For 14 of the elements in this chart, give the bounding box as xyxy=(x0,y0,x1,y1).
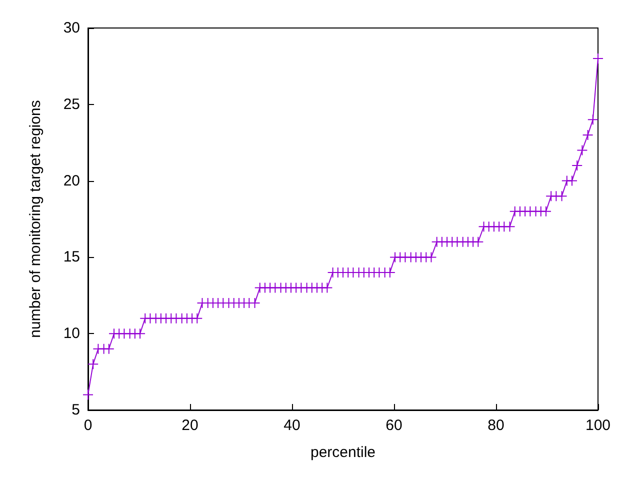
y-tick-label: 25 xyxy=(63,96,80,113)
y-tick-label: 10 xyxy=(63,325,80,342)
y-tick-label: 30 xyxy=(63,20,80,36)
x-tick-label: 20 xyxy=(182,417,198,434)
x-tick-label: 60 xyxy=(386,417,402,434)
y-axis-title: number of monitoring target regions xyxy=(27,100,44,338)
y-tick-label: 20 xyxy=(63,172,80,190)
y-tick-label: 5 xyxy=(72,402,80,418)
x-tick-label: 0 xyxy=(84,417,92,434)
x-tick-label: 100 xyxy=(585,417,611,434)
y-tick-label: 15 xyxy=(63,248,80,266)
x-tick-label: 40 xyxy=(284,417,300,434)
x-axis-title: percentile xyxy=(310,444,376,461)
x-tick-label: 80 xyxy=(488,417,504,434)
